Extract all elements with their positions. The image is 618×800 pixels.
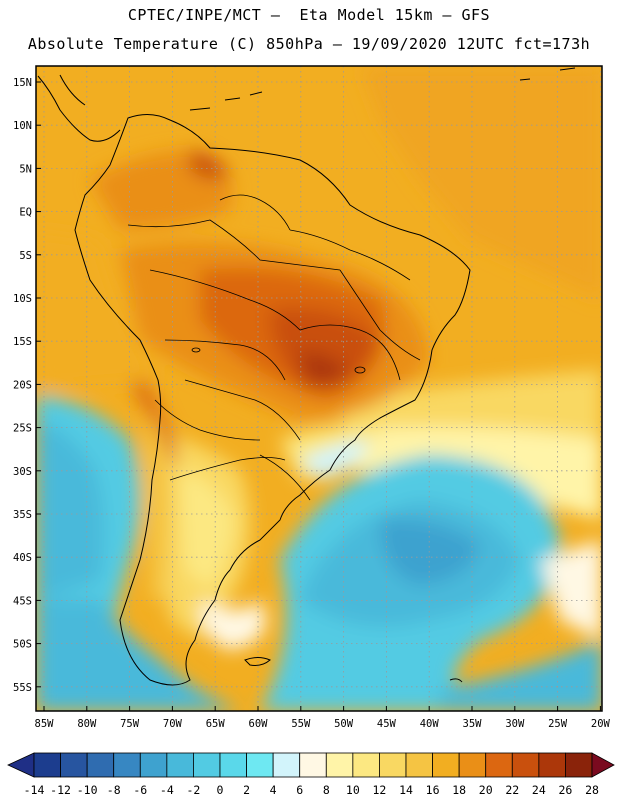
colorbar-swatch xyxy=(193,752,221,778)
lakes xyxy=(191,347,366,374)
colorbar-swatch xyxy=(432,752,460,778)
colorbar-label: 28 xyxy=(585,783,599,797)
colorbar-swatch xyxy=(139,752,168,778)
colorbar-label: 6 xyxy=(296,783,303,797)
colorbar-label: 2 xyxy=(243,783,250,797)
latitude-label: 25S xyxy=(13,423,32,435)
colorbar-label: -2 xyxy=(186,783,200,797)
longitude-label: 65W xyxy=(206,718,226,730)
colorbar-swatch xyxy=(86,752,115,778)
colorbar: -14 -12 -10 -8 -6 -4 -2 0 2 4 6 8 10 12 14 16 18 20 22 24 26… xyxy=(7,752,615,797)
colorbar-label: 20 xyxy=(479,783,493,797)
colorbar-label: -10 xyxy=(77,783,98,797)
colorbar-label: -12 xyxy=(50,783,71,797)
colorbar-swatch xyxy=(538,752,566,778)
colorbar-swatch xyxy=(325,752,354,778)
latitude-label: 45S xyxy=(13,595,32,607)
latitude-label: 40S xyxy=(13,552,32,564)
colorbar-swatch xyxy=(113,752,141,778)
longitude-label: 55W xyxy=(291,718,311,730)
colorbar-label: -6 xyxy=(133,783,147,797)
colorbar-max-arrow xyxy=(591,752,615,778)
colorbar-label: 16 xyxy=(426,783,440,797)
colorbar-label: -8 xyxy=(107,783,121,797)
colorbar-label: -14 xyxy=(24,783,45,797)
latitude-label: 5N xyxy=(19,163,32,175)
latitude-label: 10N xyxy=(13,120,32,132)
map-frame xyxy=(35,65,603,712)
country-borders xyxy=(127,194,421,501)
chart-title-line2: Absolute Temperature (C) 850hPa – 19/09/… xyxy=(27,35,591,53)
colorbar-min-arrow xyxy=(7,752,35,778)
longitude-label: 60W xyxy=(249,718,269,730)
latitude-label: 15S xyxy=(13,336,32,348)
colorbar-label: -4 xyxy=(160,783,174,797)
longitude-label: 85W xyxy=(35,718,55,730)
longitude-labels: 85W 80W 75W 70W 65W 60W 55W 50W 45W 40W 35W 30W 25W 2… xyxy=(35,706,611,730)
longitude-label: 50W xyxy=(334,718,354,730)
latitude-label: EQ xyxy=(19,207,32,219)
colorbar-swatch xyxy=(60,752,88,778)
longitude-label: 45W xyxy=(377,718,397,730)
chart-title-line1: CPTEC/INPE/MCT – Eta Model 15km – GFS xyxy=(127,6,491,24)
colorbar-swatch xyxy=(511,752,540,778)
colorbar-swatch xyxy=(565,752,593,778)
longitude-label: 75W xyxy=(120,718,140,730)
colorbar-swatch xyxy=(166,752,194,778)
colorbar-swatch xyxy=(458,752,487,778)
colorbar-swatch xyxy=(352,752,380,778)
latitude-label: 10S xyxy=(13,293,32,305)
colorbar-label: 18 xyxy=(452,783,466,797)
colorbar-label: 12 xyxy=(372,783,386,797)
colorbar-swatch xyxy=(405,752,433,778)
colorbar-label: 26 xyxy=(558,783,572,797)
colorbar-swatch xyxy=(485,752,513,778)
colorbar-label: 24 xyxy=(532,783,546,797)
latitude-label: 15N xyxy=(13,77,32,89)
latitude-label: 35S xyxy=(13,509,32,521)
latitude-label: 50S xyxy=(13,639,32,651)
longitude-label: 30W xyxy=(505,718,525,730)
longitude-label: 40W xyxy=(420,718,440,730)
colorbar-label: 8 xyxy=(323,783,330,797)
colorbar-label: 10 xyxy=(346,783,360,797)
colorbar-swatch xyxy=(379,752,407,778)
latitude-label: 55S xyxy=(13,682,32,694)
colorbar-label: 0 xyxy=(217,783,224,797)
coastlines xyxy=(37,67,576,686)
latitude-labels: 15N 10N 5N EQ 5S 10S 15S 20S 25S 30S 35S 40S 45S 50S 5… xyxy=(13,77,41,694)
longitude-label: 80W xyxy=(77,718,97,730)
colorbar-swatch xyxy=(299,752,327,778)
colorbar-label: 4 xyxy=(270,783,277,797)
colorbar-swatch xyxy=(219,752,247,778)
colorbar-label: 22 xyxy=(505,783,519,797)
colorbar-swatch xyxy=(272,752,301,778)
longitude-label: 20W xyxy=(591,718,611,730)
latitude-label: 30S xyxy=(13,466,32,478)
colorbar-label: 14 xyxy=(399,783,413,797)
latitude-label: 5S xyxy=(19,250,32,262)
colorbar-swatch xyxy=(33,752,61,778)
longitude-label: 25W xyxy=(548,718,568,730)
longitude-label: 35W xyxy=(463,718,483,730)
temperature-field xyxy=(36,66,602,711)
longitude-label: 70W xyxy=(163,718,183,730)
colorbar-swatch xyxy=(246,752,274,778)
latitude-label: 20S xyxy=(13,379,32,391)
